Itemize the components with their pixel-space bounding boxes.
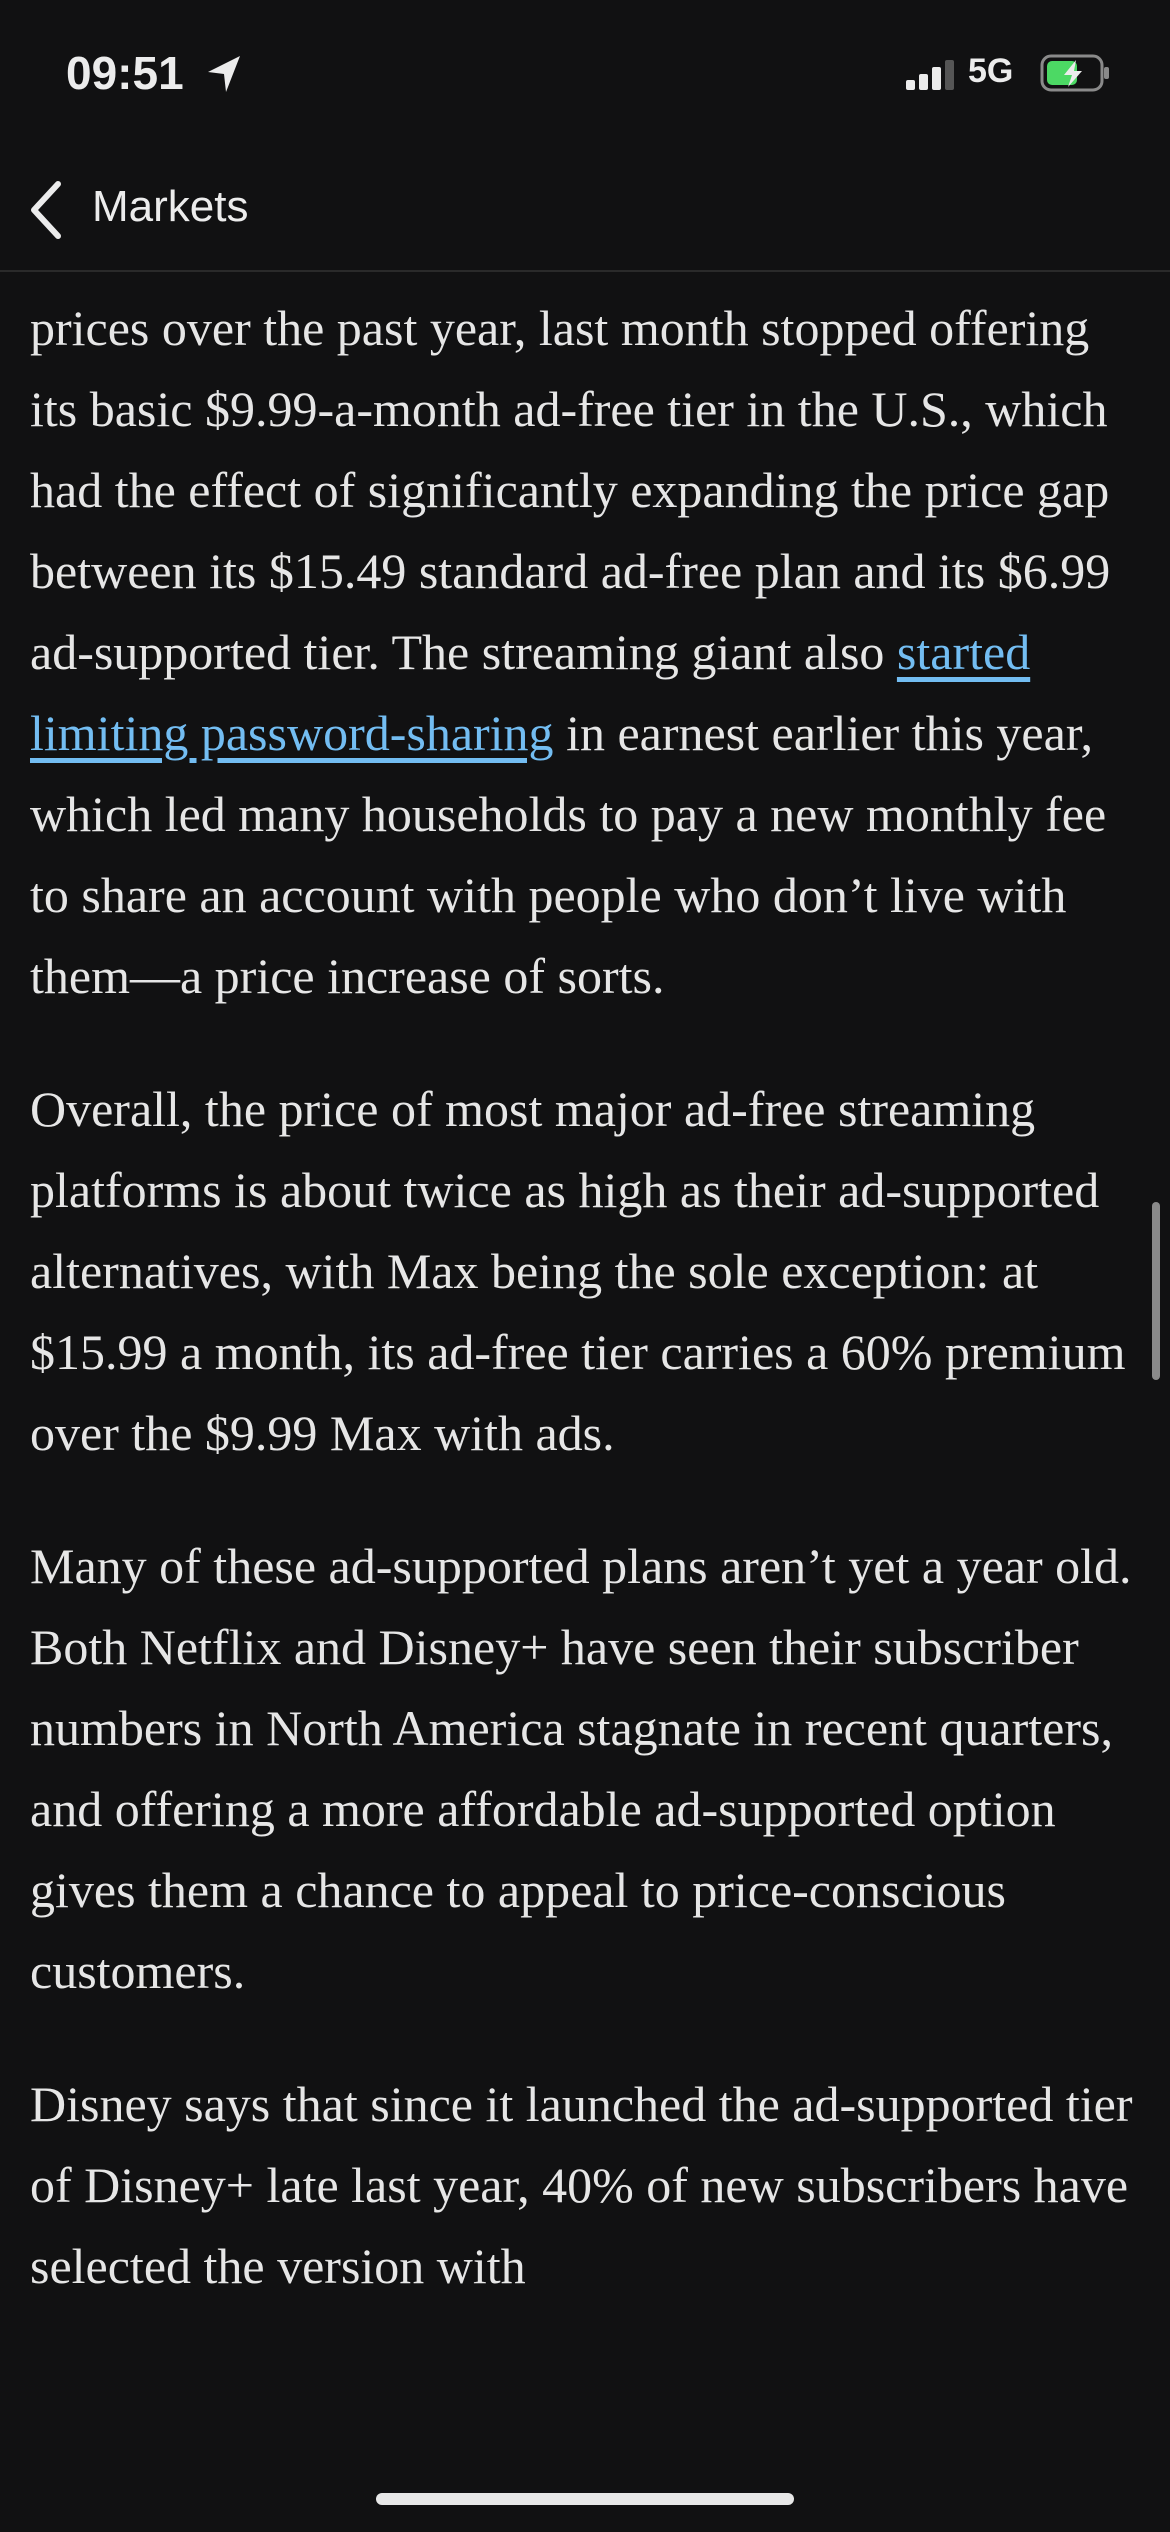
network-label: 5G [968,52,1014,90]
signal-icon [906,60,954,90]
paragraph: Disney says that since it launched the a… [30,2064,1142,2307]
location-icon [208,56,240,92]
paragraph: prices over the past year, last month st… [30,288,1142,1017]
paragraph: Overall, the price of most major ad-free… [30,1069,1142,1474]
paragraph-text: Many of these ad-supported plans aren’t … [30,1538,1132,1999]
article-body: prices over the past year, last month st… [0,272,1170,2307]
article: prices over the past year, last month st… [0,272,1170,2532]
paragraph: Many of these ad-supported plans aren’t … [30,1526,1142,2012]
paragraph-text: Disney says that since it launched the a… [30,2076,1133,2294]
scroll-indicator [1152,1202,1160,1380]
clock: 09:51 [66,47,184,99]
inline-link[interactable]: started limiting password-sharing [30,624,1031,761]
battery-icon [1040,54,1109,92]
nav-bar: Markets [0,150,1170,272]
paragraph-text: prices over the past year, last month st… [30,300,1111,680]
status-bar: 09:51 5G [0,0,1170,150]
paragraph-text: Overall, the price of most major ad-free… [30,1081,1126,1461]
back-chevron[interactable] [26,178,66,242]
back-button[interactable]: Markets [92,182,249,231]
paragraph-text: in earnest earlier this year, which led … [30,705,1107,1004]
home-indicator [376,2493,794,2505]
